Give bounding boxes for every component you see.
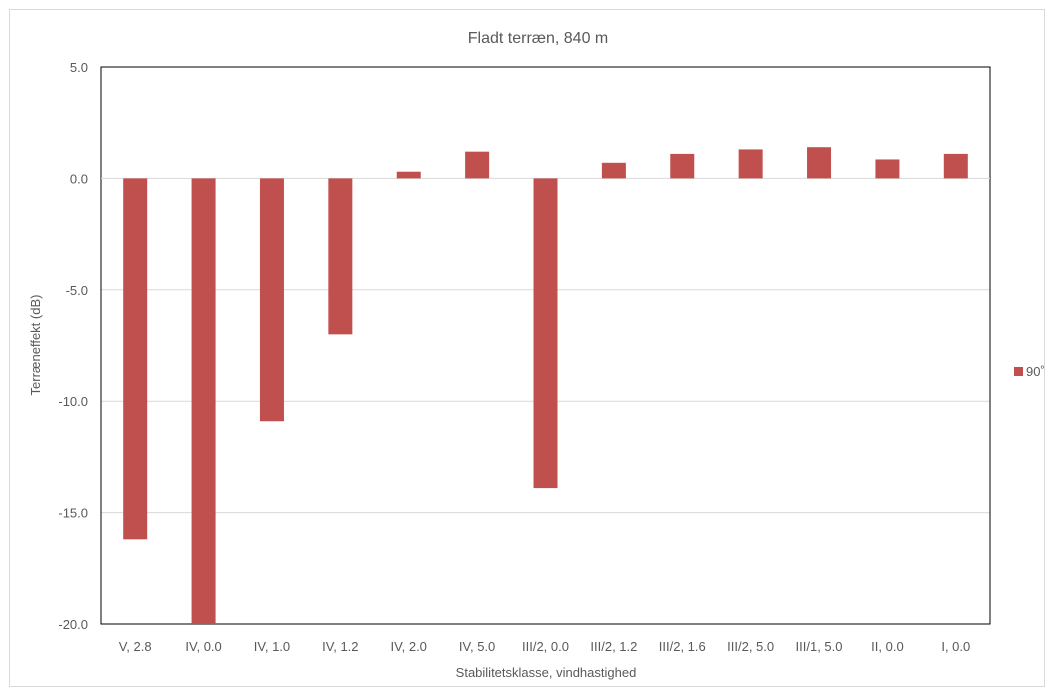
legend-swatch: [1014, 367, 1023, 376]
y-tick-label: -5.0: [66, 283, 88, 298]
bar: [807, 147, 832, 179]
plot-area: [100, 66, 991, 625]
x-tick-label: IV, 1.0: [254, 639, 290, 654]
bar: [465, 151, 490, 179]
x-axis-title: Stabilitetsklasse, vindhastighed: [456, 665, 637, 680]
y-tick-label: -20.0: [58, 617, 88, 632]
x-tick-label: III/1, 5.0: [796, 639, 843, 654]
x-tick-label: III/2, 1.2: [590, 639, 637, 654]
bar: [123, 178, 148, 540]
x-tick-label: V, 2.8: [119, 639, 152, 654]
legend-label: 90˚: [1026, 364, 1045, 379]
bar: [670, 153, 695, 179]
chart-title: Fladt terræn, 840 m: [468, 30, 609, 47]
y-axis-ticks: 5.0 0.0 -5.0 -10.0 -15.0 -20.0: [58, 60, 88, 632]
x-tick-label: IV, 1.2: [322, 639, 358, 654]
x-tick-label: III/2, 1.6: [659, 639, 706, 654]
y-tick-label: 5.0: [70, 60, 88, 75]
x-tick-label: III/2, 5.0: [727, 639, 774, 654]
y-tick-label: 0.0: [70, 171, 88, 186]
bar: [191, 178, 216, 624]
legend: 90˚: [1014, 364, 1045, 379]
x-tick-label: I, 0.0: [941, 639, 970, 654]
bar: [943, 153, 968, 179]
bar: [875, 159, 900, 179]
x-tick-label: II, 0.0: [871, 639, 904, 654]
bar: [396, 171, 421, 179]
x-tick-label: III/2, 0.0: [522, 639, 569, 654]
y-axis-title: Terræneffekt (dB): [28, 295, 43, 396]
y-tick-label: -15.0: [58, 506, 88, 521]
chart-frame: [9, 9, 1045, 687]
bar: [533, 178, 558, 489]
bar: [328, 178, 353, 335]
x-tick-label: IV, 5.0: [459, 639, 495, 654]
y-tick-label: -10.0: [58, 394, 88, 409]
bar: [259, 178, 284, 422]
x-tick-label: IV, 2.0: [391, 639, 427, 654]
x-axis-ticks: V, 2.8 IV, 0.0 IV, 1.0 IV, 1.2 IV, 2.0 IV, 5.…: [119, 639, 970, 654]
bar: [738, 149, 763, 179]
x-tick-label: IV, 0.0: [185, 639, 221, 654]
bars: [123, 147, 968, 624]
bar: [601, 162, 626, 179]
